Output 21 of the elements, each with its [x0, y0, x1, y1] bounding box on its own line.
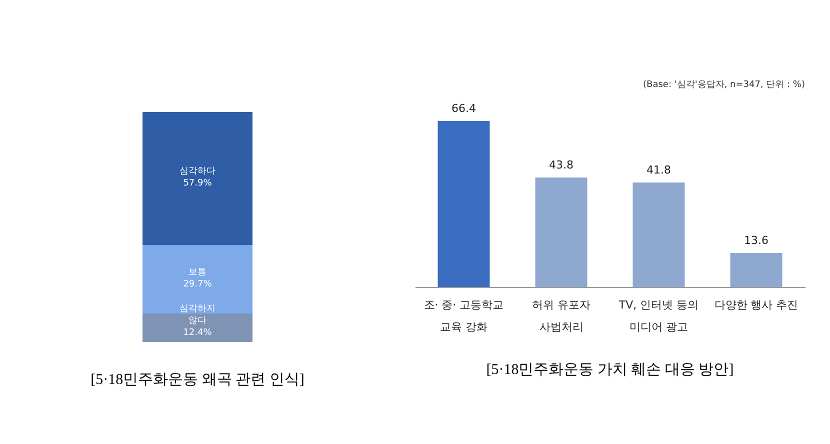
bar — [438, 121, 490, 287]
text: [5·18민주화운동 가치 훼손 대응 방안] — [486, 362, 734, 378]
data-label: 41.8 — [646, 164, 671, 176]
series-label: 보통 — [188, 267, 206, 278]
x-tick-label: TV, 인터넷 등의 미디어 광고 — [618, 298, 699, 334]
x-tick-label: 조· 중· 고등학교 교육 강화 — [424, 298, 504, 334]
series-label: 심각하다 — [180, 166, 216, 177]
bar — [730, 253, 782, 287]
data-label: 43.8 — [549, 158, 574, 172]
data-label: 29.7% — [183, 279, 212, 290]
x-tick-label: 다양한 행사 추진 — [714, 298, 798, 312]
series-label: 심각하지 않다 — [180, 304, 216, 326]
text: (Base: '심각'응답자, n=347, 단위 : %) — [643, 80, 805, 90]
data-label: 12.4% — [183, 328, 212, 338]
text: [5·18민주화운동 왜곡 관련 인식] — [90, 372, 304, 388]
bar — [632, 182, 685, 287]
bar — [535, 178, 588, 287]
data-label: 57.9% — [183, 178, 212, 189]
data-label: 13.6 — [744, 234, 768, 247]
data-label: 66.4 — [452, 102, 476, 115]
x-tick-label: 허위 유포자 사법처리 — [532, 298, 590, 334]
